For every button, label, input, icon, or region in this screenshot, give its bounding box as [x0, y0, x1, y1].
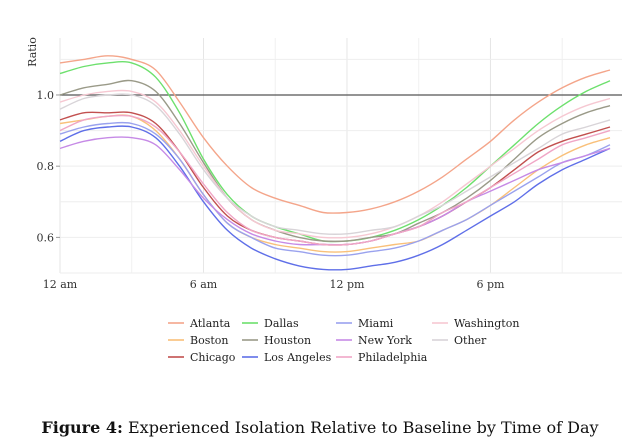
- legend-label: Miami: [358, 317, 394, 330]
- legend-label: Dallas: [264, 317, 299, 330]
- y-tick-label: 0.6: [37, 231, 55, 244]
- legend-label: New York: [358, 334, 412, 347]
- caption-text: Experienced Isolation Relative to Baseli…: [128, 418, 599, 437]
- series-line-los-angeles: [59, 125, 611, 271]
- series-line-philadelphia: [59, 114, 611, 246]
- legend-item-miami: Miami: [336, 317, 394, 330]
- legend-label: Philadelphia: [358, 351, 428, 364]
- legend-label: Los Angeles: [264, 351, 332, 364]
- legend-item-new-york: New York: [336, 334, 412, 347]
- series-line-boston: [59, 114, 611, 253]
- legend-label: Boston: [190, 334, 228, 347]
- legend-item-other: Other: [432, 334, 487, 347]
- legend-label: Chicago: [190, 351, 236, 364]
- figure-caption: Figure 4: Experienced Isolation Relative…: [0, 418, 640, 437]
- y-axis: 0.6 0.8 1.0: [37, 89, 60, 244]
- legend-item-philadelphia: Philadelphia: [336, 351, 428, 364]
- legend-item-atlanta: Atlanta: [168, 317, 231, 330]
- x-tick-label: 6 pm: [476, 278, 505, 291]
- legend-item-boston: Boston: [168, 334, 228, 347]
- x-tick-label: 12 pm: [329, 278, 365, 291]
- x-tick-label: 12 am: [43, 278, 78, 291]
- legend-label: Houston: [264, 334, 311, 347]
- legend-label: Atlanta: [189, 317, 231, 330]
- series-line-miami: [59, 121, 611, 257]
- legend: Atlanta Boston Chicago Dallas Houston Los Ang…: [168, 317, 519, 364]
- series-lines: [59, 55, 611, 271]
- y-tick-label: 1.0: [37, 89, 55, 102]
- y-tick-label: 0.8: [37, 160, 55, 173]
- legend-label: Washington: [454, 317, 519, 330]
- line-chart: 0.6 0.8 1.0 12 am 6 am 12 pm 6 pm Ratio Atlan…: [26, 37, 622, 364]
- series-line-other: [59, 93, 611, 235]
- x-tick-label: 6 am: [190, 278, 218, 291]
- x-axis: 12 am 6 am 12 pm 6 pm: [43, 278, 505, 291]
- series-line-houston: [59, 79, 611, 243]
- legend-item-washington: Washington: [432, 317, 519, 330]
- legend-item-chicago: Chicago: [168, 351, 236, 364]
- legend-item-los-angeles: Los Angeles: [242, 351, 332, 364]
- legend-item-houston: Houston: [242, 334, 311, 347]
- caption-prefix: Figure 4:: [41, 418, 123, 437]
- legend-label: Other: [454, 334, 487, 347]
- legend-item-dallas: Dallas: [242, 317, 299, 330]
- y-axis-label: Ratio: [26, 37, 39, 67]
- series-line-atlanta: [59, 55, 611, 214]
- series-line-washington: [59, 89, 611, 239]
